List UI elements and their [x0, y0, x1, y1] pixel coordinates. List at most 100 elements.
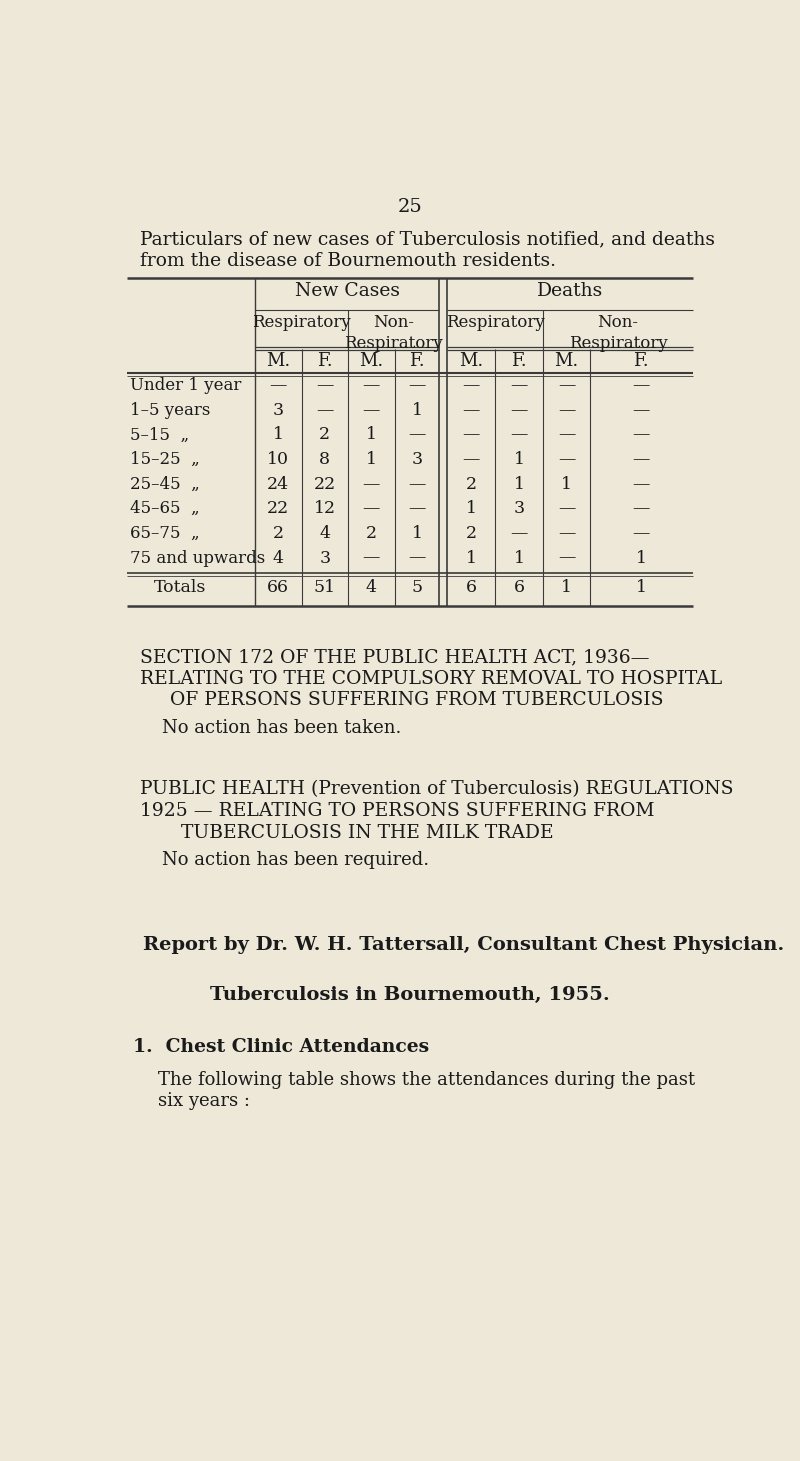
Text: 2: 2: [273, 524, 284, 542]
Text: —: —: [558, 500, 575, 517]
Text: 2: 2: [319, 427, 330, 443]
Text: 1: 1: [514, 476, 525, 492]
Text: —: —: [316, 377, 334, 394]
Text: 3: 3: [411, 451, 422, 468]
Text: Particulars of new cases of Tuberculosis notified, and deaths: Particulars of new cases of Tuberculosis…: [140, 231, 715, 248]
Text: 75 and upwards: 75 and upwards: [130, 549, 266, 567]
Text: —: —: [633, 451, 650, 468]
Text: Non-
Respiratory: Non- Respiratory: [344, 314, 443, 352]
Text: M.: M.: [459, 352, 483, 371]
Text: —: —: [462, 377, 480, 394]
Text: 2: 2: [466, 524, 477, 542]
Text: —: —: [408, 500, 426, 517]
Text: 24: 24: [267, 476, 290, 492]
Text: 1–5 years: 1–5 years: [130, 402, 210, 419]
Text: 1: 1: [514, 451, 525, 468]
Text: 65–75  „: 65–75 „: [130, 524, 200, 542]
Text: —: —: [510, 377, 528, 394]
Text: 1: 1: [636, 579, 647, 596]
Text: 2: 2: [466, 476, 477, 492]
Text: No action has been required.: No action has been required.: [162, 852, 429, 869]
Text: Deaths: Deaths: [537, 282, 603, 301]
Text: —: —: [408, 377, 426, 394]
Text: 22: 22: [314, 476, 336, 492]
Text: 1: 1: [514, 549, 525, 567]
Text: —: —: [510, 427, 528, 443]
Text: —: —: [408, 427, 426, 443]
Text: 4: 4: [366, 579, 377, 596]
Text: 2: 2: [366, 524, 377, 542]
Text: —: —: [462, 402, 480, 419]
Text: 5: 5: [411, 579, 422, 596]
Text: —: —: [558, 524, 575, 542]
Text: —: —: [316, 402, 334, 419]
Text: 5–15  „: 5–15 „: [130, 427, 190, 443]
Text: M.: M.: [266, 352, 290, 371]
Text: —: —: [510, 524, 528, 542]
Text: F.: F.: [409, 352, 425, 371]
Text: 1: 1: [366, 427, 377, 443]
Text: 1: 1: [411, 524, 422, 542]
Text: M.: M.: [359, 352, 383, 371]
Text: —: —: [362, 500, 380, 517]
Text: 22: 22: [267, 500, 290, 517]
Text: —: —: [633, 402, 650, 419]
Text: No action has been taken.: No action has been taken.: [162, 719, 402, 736]
Text: —: —: [558, 377, 575, 394]
Text: six years :: six years :: [158, 1093, 250, 1110]
Text: —: —: [362, 402, 380, 419]
Text: 25–45  „: 25–45 „: [130, 476, 200, 492]
Text: —: —: [462, 427, 480, 443]
Text: —: —: [633, 427, 650, 443]
Text: 1: 1: [273, 427, 284, 443]
Text: RELATING TO THE COMPULSORY REMOVAL TO HOSPITAL: RELATING TO THE COMPULSORY REMOVAL TO HO…: [140, 669, 722, 688]
Text: 10: 10: [267, 451, 290, 468]
Text: Report by Dr. W. H. Tattersall, Consultant Chest Physician.: Report by Dr. W. H. Tattersall, Consulta…: [142, 937, 784, 954]
Text: —: —: [408, 476, 426, 492]
Text: —: —: [633, 500, 650, 517]
Text: from the disease of Bournemouth residents.: from the disease of Bournemouth resident…: [140, 253, 556, 270]
Text: Under 1 year: Under 1 year: [130, 377, 242, 394]
Text: 15–25  „: 15–25 „: [130, 451, 200, 468]
Text: —: —: [558, 451, 575, 468]
Text: 1: 1: [411, 402, 422, 419]
Text: 25: 25: [398, 199, 422, 216]
Text: —: —: [633, 377, 650, 394]
Text: F.: F.: [511, 352, 527, 371]
Text: F.: F.: [317, 352, 333, 371]
Text: —: —: [633, 476, 650, 492]
Text: Totals: Totals: [154, 579, 206, 596]
Text: 66: 66: [267, 579, 290, 596]
Text: 4: 4: [319, 524, 330, 542]
Text: —: —: [362, 377, 380, 394]
Text: Respiratory: Respiratory: [446, 314, 545, 332]
Text: 45–65  „: 45–65 „: [130, 500, 200, 517]
Text: 1: 1: [466, 500, 477, 517]
Text: PUBLIC HEALTH (Prevention of Tuberculosis) REGULATIONS: PUBLIC HEALTH (Prevention of Tuberculosi…: [140, 780, 734, 799]
Text: Respiratory: Respiratory: [252, 314, 351, 332]
Text: 1.  Chest Clinic Attendances: 1. Chest Clinic Attendances: [133, 1039, 429, 1056]
Text: —: —: [558, 427, 575, 443]
Text: 1: 1: [561, 579, 572, 596]
Text: 3: 3: [514, 500, 525, 517]
Text: TUBERCULOSIS IN THE MILK TRADE: TUBERCULOSIS IN THE MILK TRADE: [182, 824, 554, 842]
Text: SECTION 172 OF THE PUBLIC HEALTH ACT, 1936—: SECTION 172 OF THE PUBLIC HEALTH ACT, 19…: [140, 649, 650, 666]
Text: 3: 3: [273, 402, 284, 419]
Text: —: —: [558, 549, 575, 567]
Text: The following table shows the attendances during the past: The following table shows the attendance…: [158, 1071, 695, 1088]
Text: OF PERSONS SUFFERING FROM TUBERCULOSIS: OF PERSONS SUFFERING FROM TUBERCULOSIS: [170, 691, 663, 709]
Text: New Cases: New Cases: [294, 282, 400, 301]
Text: 1925 — RELATING TO PERSONS SUFFERING FROM: 1925 — RELATING TO PERSONS SUFFERING FRO…: [140, 802, 654, 820]
Text: —: —: [462, 451, 480, 468]
Text: 51: 51: [314, 579, 336, 596]
Text: —: —: [362, 476, 380, 492]
Text: F.: F.: [634, 352, 649, 371]
Text: Tuberculosis in Bournemouth, 1955.: Tuberculosis in Bournemouth, 1955.: [210, 986, 610, 1004]
Text: 6: 6: [514, 579, 525, 596]
Text: Non-
Respiratory: Non- Respiratory: [569, 314, 667, 352]
Text: 1: 1: [466, 549, 477, 567]
Text: M.: M.: [554, 352, 578, 371]
Text: 6: 6: [466, 579, 477, 596]
Text: —: —: [633, 524, 650, 542]
Text: 12: 12: [314, 500, 336, 517]
